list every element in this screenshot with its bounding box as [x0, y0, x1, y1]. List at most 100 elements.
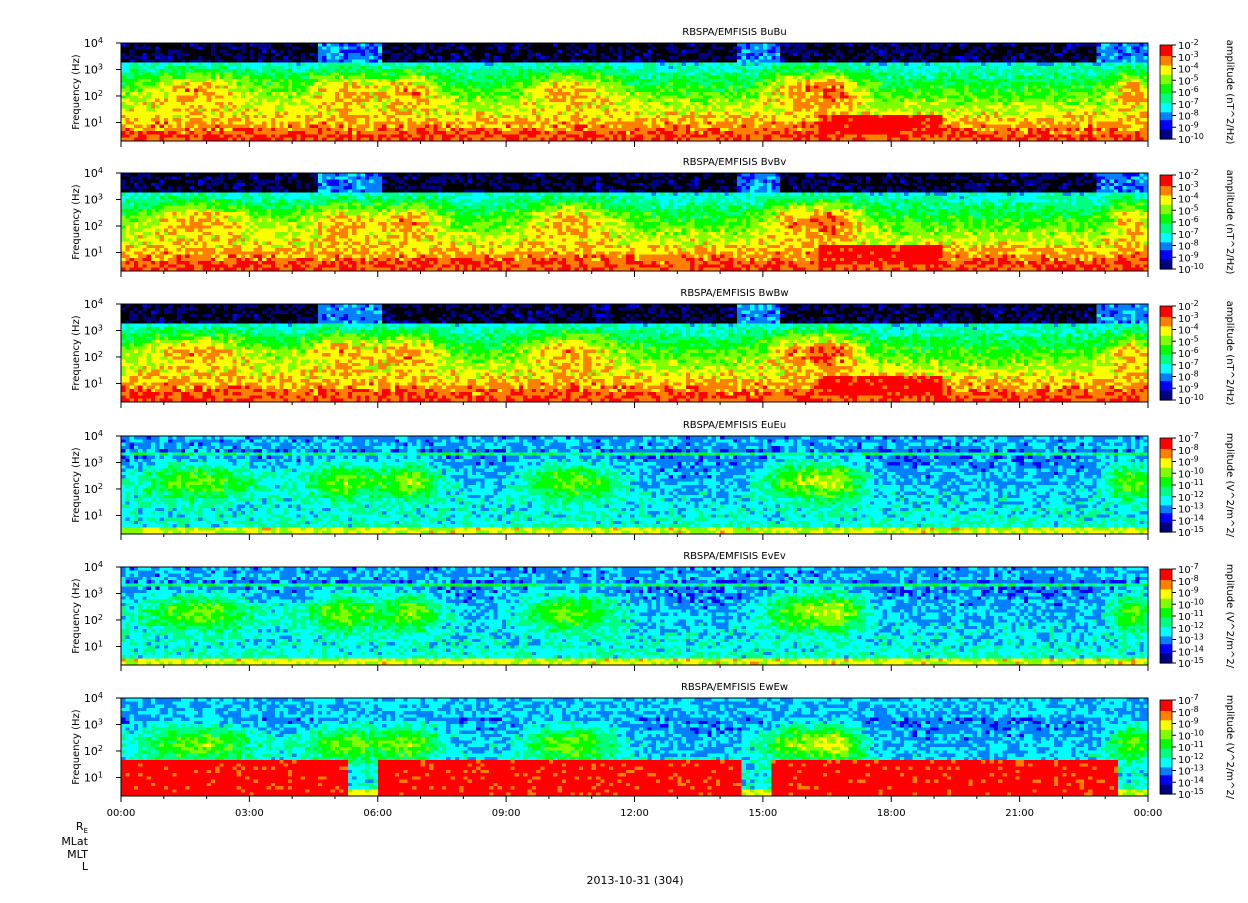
spectrogram-cell [279, 95, 285, 100]
spectrogram-cell [330, 134, 336, 139]
spectrogram-cell [279, 98, 285, 103]
spectrogram-cell [180, 95, 186, 100]
spectrogram-cell [185, 52, 191, 57]
spectrogram-cell [317, 127, 323, 132]
spectrogram-cell [125, 111, 131, 116]
spectrogram-cell [275, 114, 280, 119]
spectrogram-cell [193, 127, 199, 132]
spectrogram-cell [138, 134, 143, 139]
spectrogram-cell [275, 46, 280, 51]
spectrogram-cell [150, 118, 156, 122]
spectrogram-cell [227, 121, 233, 126]
spectrogram-cell [334, 95, 340, 100]
spectrogram-cell [283, 43, 289, 47]
spectrogram-cell [172, 65, 178, 70]
spectrogram-cell [245, 95, 250, 100]
spectrogram-cell [121, 127, 126, 132]
spectrogram-cell [180, 121, 186, 126]
spectrogram-cell [343, 49, 349, 54]
spectrogram-cell [121, 72, 126, 77]
spectrogram-cell [133, 127, 139, 132]
spectrogram-cell [232, 72, 238, 77]
spectrogram-cell [163, 52, 169, 57]
spectrogram-cell [287, 59, 293, 64]
spectrogram-cell [206, 62, 212, 67]
spectrogram-cell [159, 127, 165, 132]
spectrogram-cell [270, 124, 276, 129]
spectrogram-cell [339, 127, 345, 132]
spectrogram-cell [343, 98, 349, 103]
spectrogram-cell [146, 92, 152, 96]
spectrogram-cell [262, 114, 268, 119]
spectrogram-cell [305, 121, 310, 126]
spectrogram-cell [202, 98, 208, 103]
spectrogram-cell [326, 137, 332, 142]
spectrogram-cell [240, 49, 246, 54]
spectrogram-cell [215, 59, 221, 64]
spectrogram-cell [296, 69, 302, 73]
spectrogram-cell [347, 69, 353, 73]
spectrogram-cell [292, 52, 298, 57]
spectrogram-cell [270, 88, 276, 93]
spectrogram-cell [172, 121, 178, 126]
spectrogram-cell [322, 75, 327, 80]
spectrogram-cell [185, 105, 191, 109]
spectrogram-cell [257, 65, 263, 70]
spectrogram-cell [168, 118, 173, 122]
spectrogram-cell [245, 105, 250, 109]
spectrogram-cell [155, 56, 161, 60]
spectrogram-cell [309, 78, 315, 83]
spectrogram-cell [232, 111, 238, 116]
spectrogram-cell [163, 49, 169, 54]
spectrogram-cell [347, 108, 353, 113]
spectrogram-cell [180, 92, 186, 96]
spectrogram-cell [193, 85, 199, 90]
spectrogram-cell [121, 52, 126, 57]
spectrogram-cell [215, 72, 221, 77]
spectrogram-cell [270, 92, 276, 96]
spectrogram-cell [121, 101, 126, 106]
spectrogram-cell [168, 88, 173, 93]
spectrogram-cell [296, 131, 302, 136]
spectrogram-cell [121, 85, 126, 90]
spectrogram-cell [125, 124, 131, 129]
spectrogram-cell [283, 72, 289, 77]
spectrogram-cell [121, 118, 126, 122]
spectrogram-cell [313, 43, 319, 47]
spectrogram-cell [352, 62, 357, 67]
spectrogram-cell [283, 131, 289, 136]
spectrogram-cell [142, 98, 148, 103]
spectrogram-cell [266, 108, 272, 113]
spectrogram-cell [270, 121, 276, 126]
spectrogram-cell [317, 59, 323, 64]
spectrogram-cell [240, 85, 246, 90]
spectrogram-cell [270, 111, 276, 116]
spectrogram-cell [202, 108, 208, 113]
spectrogram-cell [129, 88, 135, 93]
spectrogram-cell [317, 56, 323, 60]
spectrogram-cell [245, 127, 250, 132]
spectrogram-cell [176, 62, 182, 67]
spectrogram-cell [347, 101, 353, 106]
spectrogram-cell [172, 82, 178, 87]
spectrogram-cell [133, 46, 139, 51]
spectrogram-cell [129, 111, 135, 116]
spectrogram-cell [339, 62, 345, 67]
spectrogram-cell [219, 82, 225, 87]
spectrogram-cell [210, 75, 216, 80]
spectrogram-cell [202, 111, 208, 116]
spectrogram-cell [215, 108, 221, 113]
spectrogram-cell [146, 118, 152, 122]
spectrogram-cell [180, 111, 186, 116]
spectrogram-cell [142, 127, 148, 132]
spectrogram-cell [313, 124, 319, 129]
spectrogram-cell [309, 72, 315, 77]
spectrogram-cell [343, 59, 349, 64]
spectrogram-cell [155, 95, 161, 100]
spectrogram-cell [262, 62, 268, 67]
spectrogram-cell [206, 92, 212, 96]
spectrogram-cell [146, 98, 152, 103]
spectrogram-cell [142, 78, 148, 83]
spectrogram-cell [253, 78, 259, 83]
spectrogram-cell [155, 118, 161, 122]
